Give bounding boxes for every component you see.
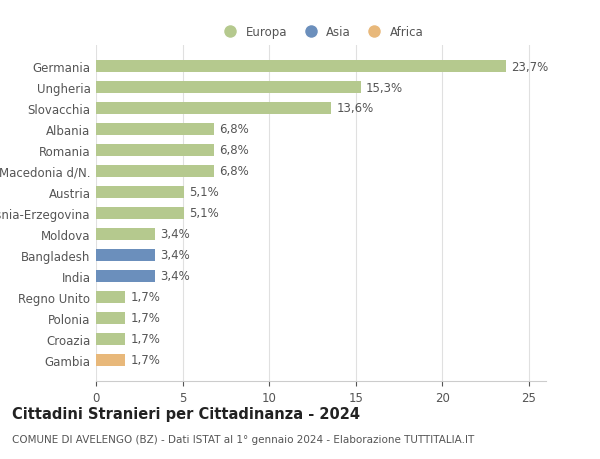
- Text: 6,8%: 6,8%: [219, 165, 248, 178]
- Bar: [96, 187, 184, 198]
- Text: 3,4%: 3,4%: [160, 249, 190, 262]
- Text: 6,8%: 6,8%: [219, 144, 248, 157]
- Text: 1,7%: 1,7%: [131, 291, 160, 304]
- Bar: [96, 354, 125, 366]
- Text: Cittadini Stranieri per Cittadinanza - 2024: Cittadini Stranieri per Cittadinanza - 2…: [12, 406, 360, 421]
- Bar: [96, 270, 155, 282]
- Bar: [96, 313, 125, 324]
- Text: 5,1%: 5,1%: [190, 186, 219, 199]
- Text: COMUNE DI AVELENGO (BZ) - Dati ISTAT al 1° gennaio 2024 - Elaborazione TUTTITALI: COMUNE DI AVELENGO (BZ) - Dati ISTAT al …: [12, 434, 474, 444]
- Legend: Europa, Asia, Africa: Europa, Asia, Africa: [214, 22, 428, 44]
- Text: 1,7%: 1,7%: [131, 353, 160, 366]
- Bar: [96, 61, 506, 73]
- Text: 1,7%: 1,7%: [131, 312, 160, 325]
- Bar: [96, 103, 331, 114]
- Text: 3,4%: 3,4%: [160, 270, 190, 283]
- Bar: [96, 250, 155, 261]
- Text: 6,8%: 6,8%: [219, 123, 248, 136]
- Text: 5,1%: 5,1%: [190, 207, 219, 220]
- Bar: [96, 333, 125, 345]
- Bar: [96, 82, 361, 94]
- Bar: [96, 207, 184, 219]
- Bar: [96, 229, 155, 240]
- Bar: [96, 145, 214, 157]
- Bar: [96, 291, 125, 303]
- Bar: [96, 166, 214, 177]
- Bar: [96, 124, 214, 135]
- Text: 15,3%: 15,3%: [366, 81, 403, 94]
- Text: 3,4%: 3,4%: [160, 228, 190, 241]
- Text: 23,7%: 23,7%: [511, 61, 548, 73]
- Text: 13,6%: 13,6%: [337, 102, 374, 115]
- Text: 1,7%: 1,7%: [131, 333, 160, 346]
